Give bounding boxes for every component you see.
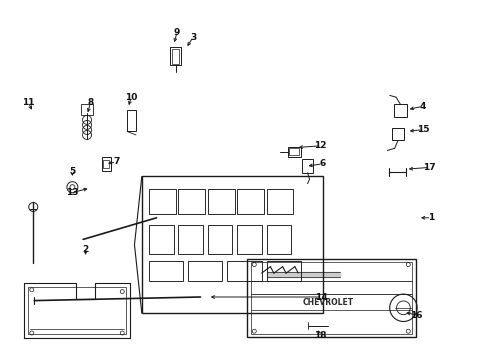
Text: 5: 5: [69, 166, 75, 175]
Bar: [393, 104, 407, 117]
Text: 6: 6: [319, 159, 325, 168]
Text: 1: 1: [427, 213, 433, 222]
Bar: [149, 225, 173, 254]
Text: 17: 17: [422, 163, 435, 172]
Bar: [28, 287, 125, 334]
Bar: [266, 225, 290, 254]
Bar: [178, 189, 205, 214]
Text: 3: 3: [190, 32, 196, 41]
Bar: [237, 225, 261, 254]
Bar: [302, 159, 312, 173]
Text: 4: 4: [419, 102, 426, 111]
Text: 13: 13: [66, 188, 79, 197]
Text: 14: 14: [315, 292, 327, 302]
Text: 15: 15: [416, 125, 428, 134]
Bar: [81, 104, 93, 115]
Text: 8: 8: [87, 98, 93, 107]
Text: 10: 10: [124, 93, 137, 102]
Text: 12: 12: [313, 141, 326, 150]
Bar: [127, 110, 136, 131]
Bar: [149, 261, 183, 281]
Bar: [266, 189, 293, 214]
Bar: [171, 49, 179, 64]
Bar: [266, 261, 300, 281]
Text: 9: 9: [173, 28, 180, 37]
Text: CHEVROLET: CHEVROLET: [302, 298, 353, 307]
Bar: [103, 160, 109, 168]
Bar: [227, 261, 261, 281]
Bar: [391, 128, 404, 140]
Text: 11: 11: [22, 98, 35, 107]
Bar: [246, 259, 415, 337]
Bar: [170, 47, 181, 65]
Bar: [188, 261, 222, 281]
Bar: [178, 225, 203, 254]
Bar: [287, 147, 301, 157]
Text: 2: 2: [82, 245, 88, 254]
Text: 7: 7: [113, 157, 120, 166]
Bar: [102, 157, 110, 171]
Bar: [207, 189, 234, 214]
Bar: [207, 225, 232, 254]
Bar: [142, 176, 322, 313]
Text: 18: 18: [313, 331, 326, 340]
Bar: [289, 148, 299, 155]
Bar: [149, 189, 176, 214]
Bar: [237, 189, 264, 214]
Bar: [250, 262, 411, 334]
Text: 16: 16: [409, 310, 422, 320]
